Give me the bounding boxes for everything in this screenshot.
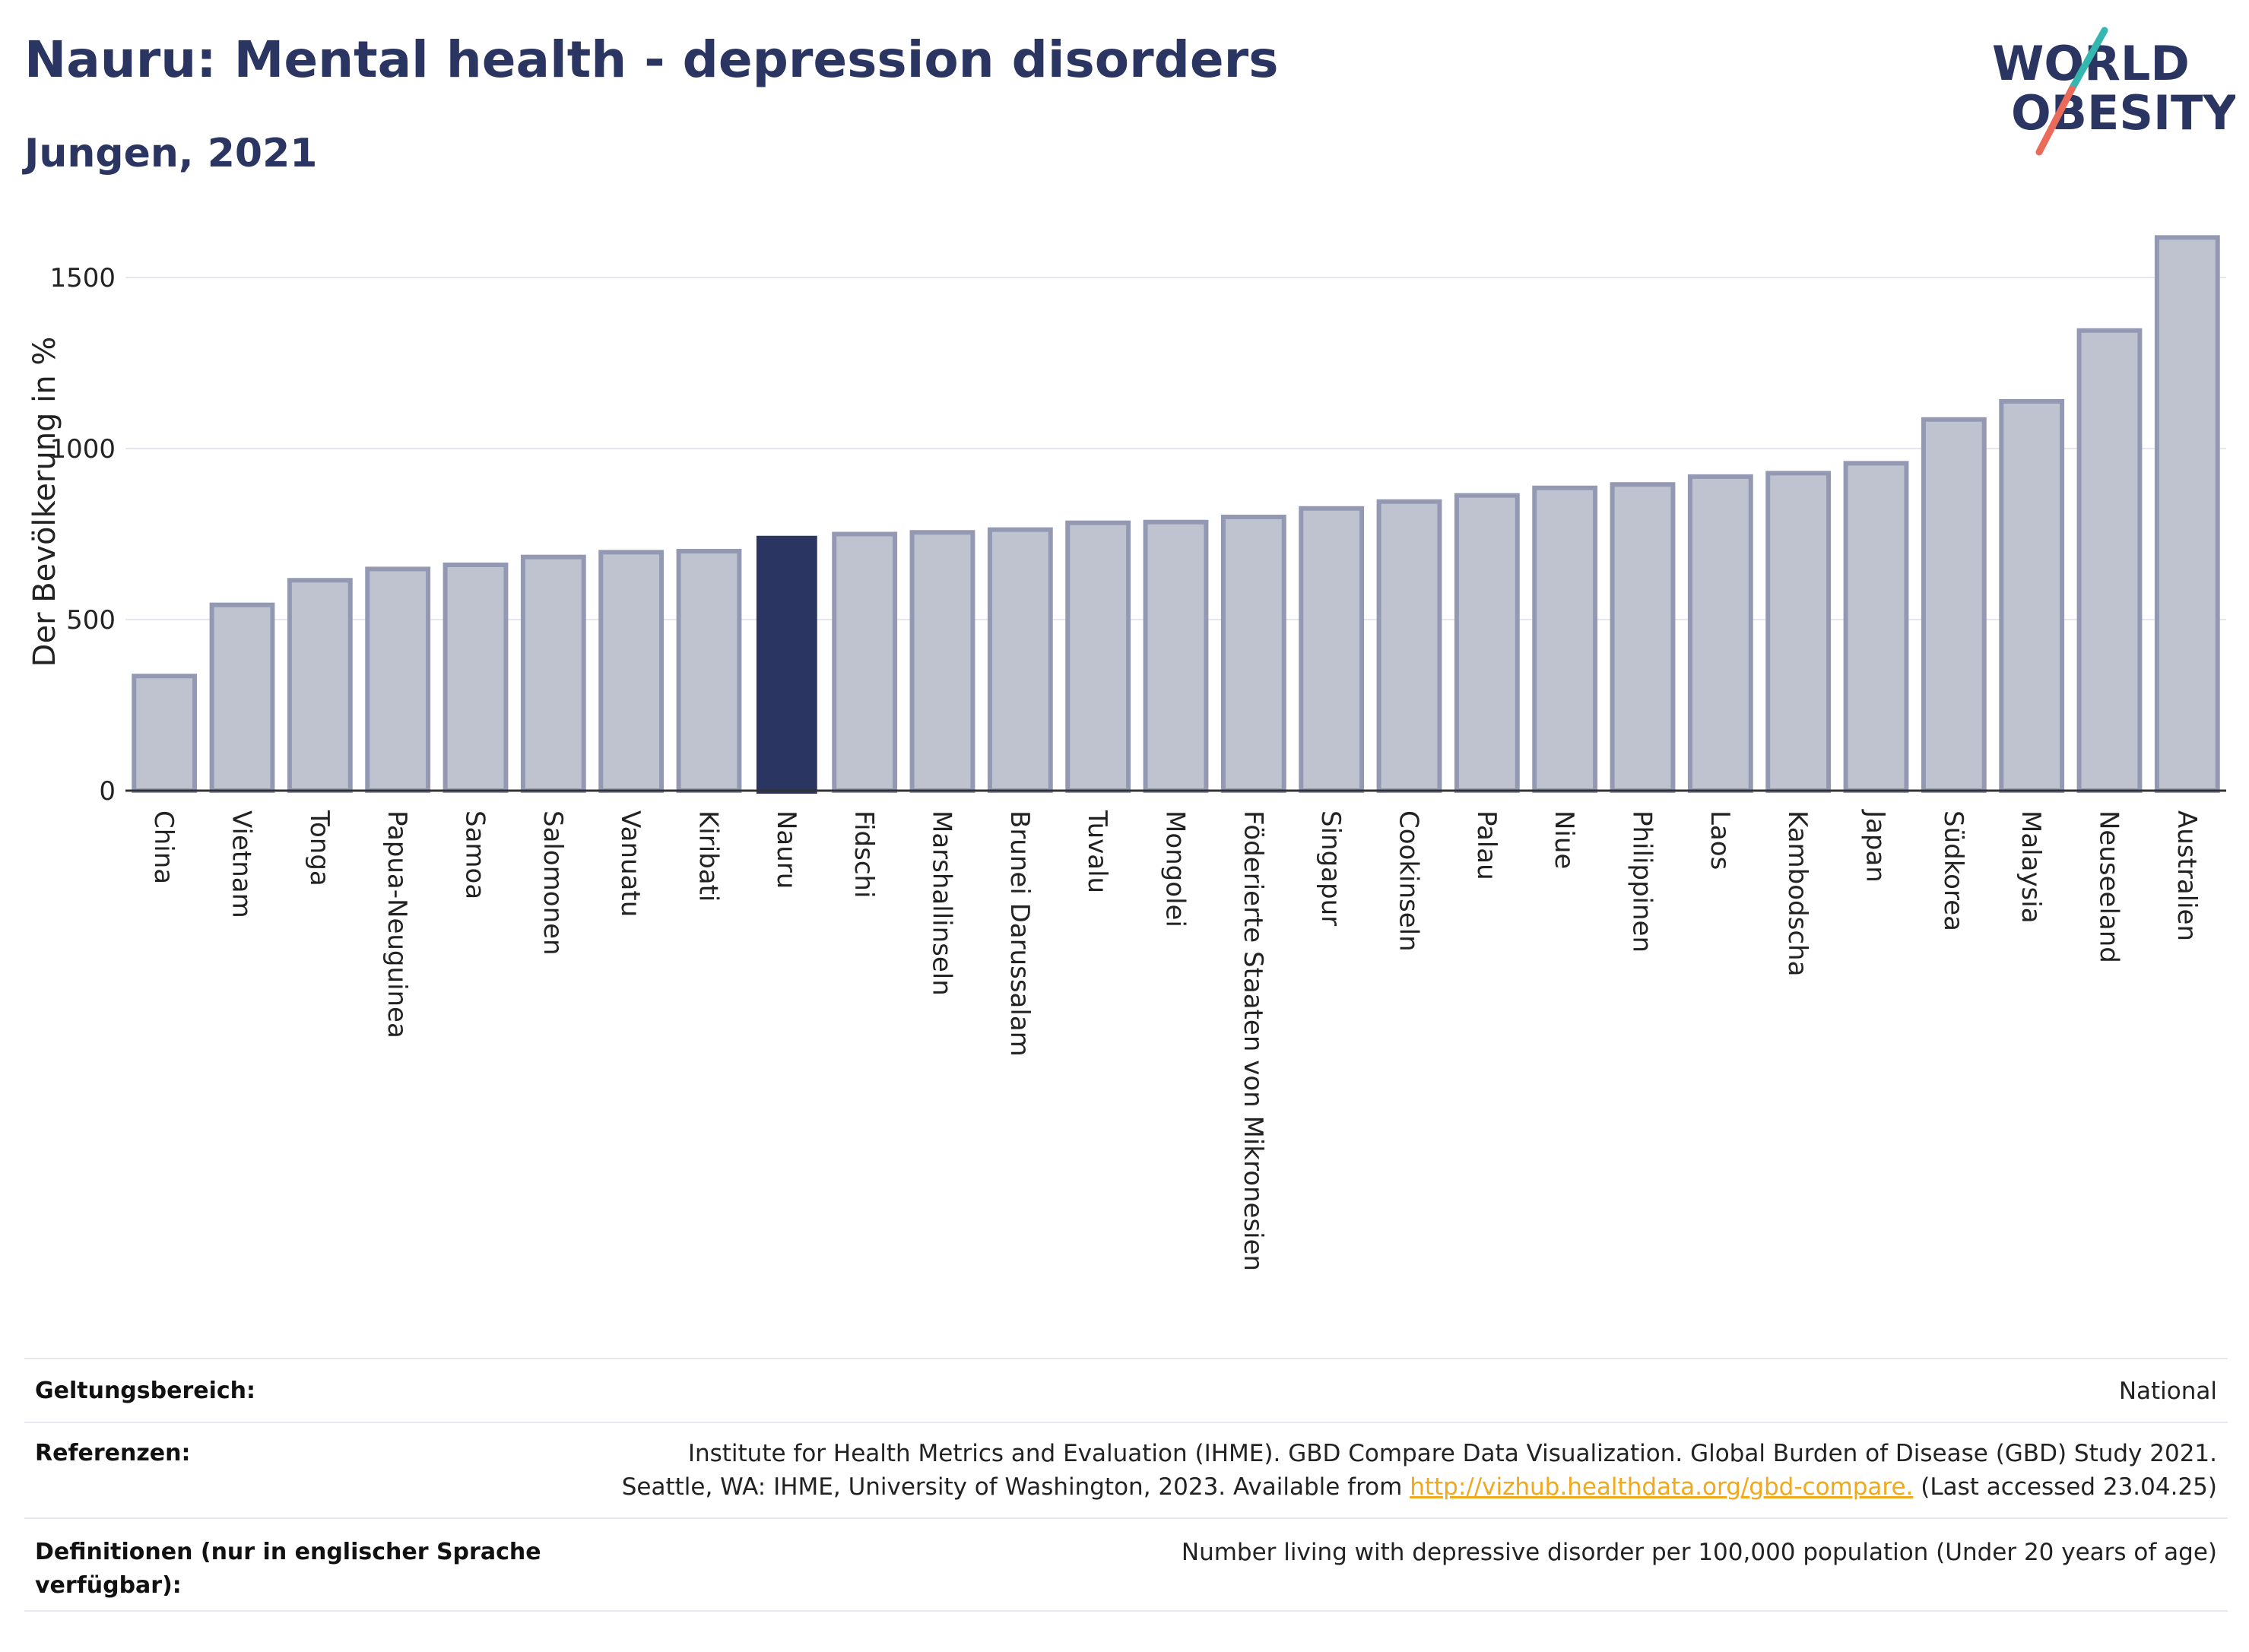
definitions-value: Number living with depressive disorder p… [1181, 1539, 2217, 1566]
x-tick-label: Mongolei [1160, 810, 1191, 927]
bar-vietnam[interactable] [209, 602, 275, 794]
bar-südkorea[interactable] [1921, 417, 1987, 793]
bar-papua-neuguinea[interactable] [365, 566, 431, 794]
x-tick-label: Australien [2171, 810, 2202, 941]
x-tick-label: Laos [1705, 810, 1735, 870]
y-tick-label: 1500 [49, 263, 116, 293]
chart-title: Nauru: Mental health - depression disord… [24, 30, 1279, 89]
bar-chart: 0 500 1000 1500 China Vietnam Tonga Papua-Neugu… [27, 235, 2226, 1271]
y-tick-label: 500 [66, 605, 116, 636]
bar-australien[interactable] [2154, 235, 2220, 794]
x-tick-label: Fidschi [849, 810, 879, 899]
x-tick-label: Singapur [1315, 810, 1346, 926]
references-line-2-text: Seattle, WA: IHME, University of Washing… [621, 1473, 1410, 1501]
bar-samoa[interactable] [443, 563, 509, 793]
bar-brunei-darussalam[interactable] [987, 527, 1053, 794]
bar-china[interactable] [132, 674, 198, 793]
x-tick-label: Neuseeland [2094, 810, 2124, 963]
bar-niue[interactable] [1532, 485, 1598, 793]
x-tick-label: Vietnam [227, 810, 257, 918]
scope-value: National [2118, 1378, 2217, 1405]
logo-slash-teal [2068, 27, 2108, 93]
x-tick-label: Brunei Darussalam [1004, 810, 1035, 1057]
x-tick-label: Vanuatu [615, 810, 646, 917]
bar-neuseeland[interactable] [2076, 328, 2143, 793]
x-tick-label: Tuvalu [1082, 810, 1112, 893]
bar-kambodscha[interactable] [1765, 471, 1832, 794]
x-tick-label: Tonga [304, 810, 335, 886]
x-tick-label: Samoa [460, 810, 490, 899]
references-line-2: Seattle, WA: IHME, University of Washing… [622, 1470, 2217, 1504]
logo-slash-coral [2035, 85, 2076, 156]
definitions-label: Definitionen (nur in englischer Sprache … [35, 1539, 541, 1599]
y-tick-label: 1000 [49, 434, 116, 465]
x-tick-label: Malaysia [2016, 810, 2046, 924]
references-line-1: Institute for Health Metrics and Evaluat… [687, 1440, 2217, 1467]
bar-fidschi[interactable] [832, 531, 898, 793]
info-row-definitions: Definitionen (nur in englischer Sprache … [24, 1517, 2228, 1612]
bar-tuvalu[interactable] [1065, 520, 1131, 794]
x-tick-label: Japan [1860, 809, 1891, 883]
info-table: Geltungsbereich: National Referenzen: In… [24, 1358, 2228, 1612]
x-tick-label: Kambodscha [1782, 810, 1813, 976]
references-line-2-suffix: (Last accessed 23.04.25) [1913, 1473, 2217, 1501]
x-tick-label: Südkorea [1938, 810, 1968, 931]
x-tick-label: Marshallinseln [927, 810, 957, 996]
info-row-references: Referenzen: Institute for Health Metrics… [24, 1422, 2228, 1517]
labels-layer: 0 500 1000 1500 China Vietnam Tonga Papua-Neugu… [49, 263, 2226, 1271]
bar-singapur[interactable] [1299, 506, 1365, 793]
logo-text-world: WORLD [1992, 36, 2190, 91]
bar-vanuatu[interactable] [598, 550, 665, 793]
bar-philippinen[interactable] [1610, 482, 1676, 793]
bar-föderierte-staaten-von-mikronesien[interactable] [1220, 515, 1286, 793]
bar-laos[interactable] [1687, 474, 1753, 794]
chart-subtitle: Jungen, 2021 [24, 131, 318, 176]
bar-palau[interactable] [1454, 493, 1520, 794]
x-tick-label: Niue [1549, 810, 1579, 869]
bars-layer [132, 235, 2220, 794]
bar-cookinseln[interactable] [1376, 499, 1442, 793]
bar-japan[interactable] [1843, 461, 1909, 793]
info-row-scope: Geltungsbereich: National [24, 1358, 2228, 1422]
x-tick-label: Salomonen [538, 810, 568, 956]
y-tick-label: 0 [99, 776, 116, 807]
x-tick-label: China [148, 810, 179, 884]
x-tick-label: Philippinen [1627, 810, 1657, 953]
bar-mongolei[interactable] [1143, 519, 1209, 793]
x-tick-label: Palau [1471, 810, 1502, 880]
x-tick-label: Föderierte Staaten von Mikronesien [1238, 810, 1268, 1271]
world-obesity-logo: WORLD OBESITY [1992, 27, 2235, 156]
bar-malaysia[interactable] [1999, 398, 2065, 793]
references-link[interactable]: http://vizhub.healthdata.org/gbd-compare… [1410, 1473, 1914, 1501]
bar-nauru[interactable] [756, 535, 817, 794]
bar-salomonen[interactable] [520, 554, 586, 794]
scope-label: Geltungsbereich: [35, 1378, 256, 1404]
x-tick-label: Nauru [771, 810, 801, 889]
x-tick-label: Papua-Neuguinea [382, 810, 412, 1038]
references-label: Referenzen: [35, 1440, 191, 1467]
x-tick-label: Kiribati [693, 810, 724, 902]
bar-marshallinseln[interactable] [909, 530, 975, 793]
x-tick-label: Cookinseln [1394, 810, 1424, 952]
y-axis-title: Der Bevölkerung in % [27, 337, 62, 667]
bar-tonga[interactable] [287, 578, 353, 793]
bar-kiribati[interactable] [676, 549, 742, 793]
references-value: Institute for Health Metrics and Evaluat… [622, 1437, 2217, 1504]
